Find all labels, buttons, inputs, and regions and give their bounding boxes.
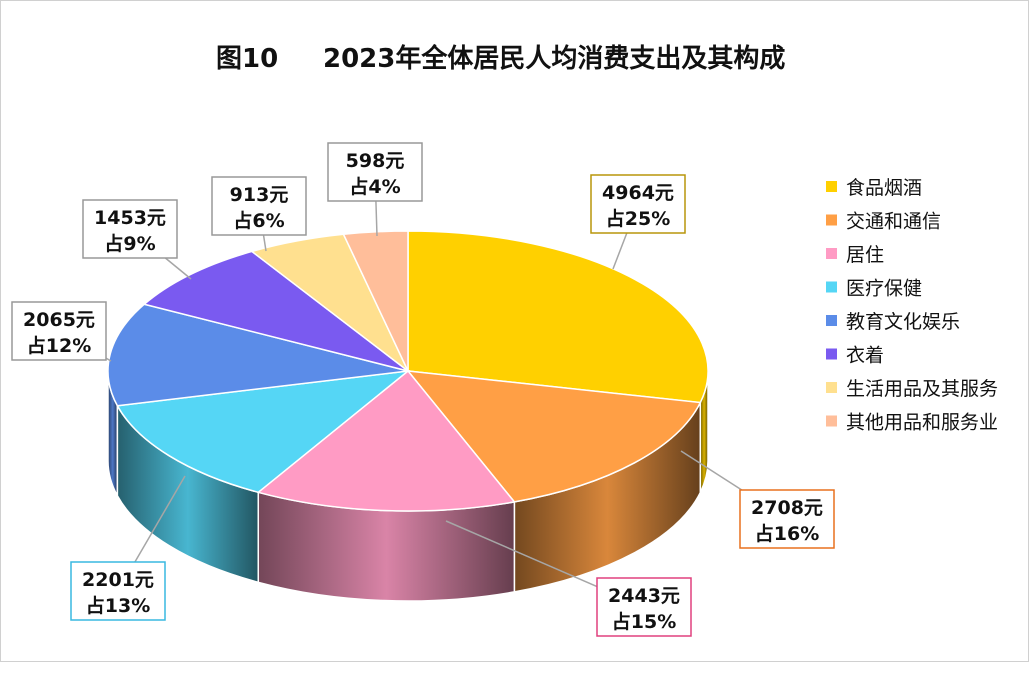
legend-label-3: 医疗保健: [846, 278, 922, 300]
data-label-box-7: [327, 142, 423, 202]
chart-title-prefix: 图10: [216, 44, 278, 74]
data-label-value-4: 2065元: [23, 309, 95, 331]
data-label-box-5: [82, 199, 178, 259]
data-label-percent-1: 占16%: [755, 522, 819, 545]
data-label-percent-5: 占9%: [104, 232, 155, 255]
data-label-value-0: 4964元: [602, 182, 674, 204]
pie-slice-3: [116, 369, 411, 494]
data-label-value-2: 2443元: [608, 585, 680, 607]
data-label-value-6: 913元: [230, 184, 289, 206]
data-label-box-2: [596, 577, 692, 637]
pie-slice-0: [407, 230, 709, 404]
legend-label-6: 生活用品及其服务: [846, 378, 998, 400]
data-label-percent-4: 占12%: [27, 334, 91, 357]
pie-chart: 图10 2023年全体居民人均消费支出及其构成 4964元占25%2708元占1…: [11, 43, 998, 637]
legend-label-5: 衣着: [846, 345, 884, 367]
legend-label-0: 食品烟酒: [846, 177, 922, 199]
data-label-value-7: 598元: [346, 150, 405, 172]
legend-swatch-4: [826, 315, 837, 326]
data-label-percent-2: 占15%: [612, 610, 676, 633]
legend-swatch-0: [826, 181, 837, 192]
pie-slice-2: [256, 369, 516, 512]
pie-slice-1: [406, 370, 702, 503]
data-label-percent-6: 占6%: [233, 209, 284, 232]
data-label-box-1: [739, 489, 835, 549]
legend-label-7: 其他用品和服务业: [846, 412, 998, 434]
leader-line-7: [375, 200, 378, 237]
legend-swatch-5: [826, 348, 837, 360]
legend-swatch-2: [826, 248, 837, 259]
leader-line-3: [134, 475, 186, 563]
pie-slice-4: [107, 303, 409, 407]
legend-label-1: 交通和通信: [846, 211, 941, 233]
legend-swatch-3: [826, 281, 837, 293]
data-label-percent-0: 占25%: [606, 207, 670, 230]
data-label-box-6: [211, 176, 307, 236]
data-label-box-0: [590, 174, 686, 234]
data-label-percent-7: 占4%: [349, 175, 400, 198]
legend-swatch-6: [826, 382, 837, 393]
data-label-value-3: 2201元: [82, 569, 154, 591]
leader-line-0: [612, 232, 628, 270]
data-label-box-4: [11, 301, 107, 361]
data-label-box-3: [70, 561, 166, 621]
legend-label-4: 教育文化娱乐: [846, 311, 960, 333]
leader-line-2: [445, 520, 598, 588]
leader-line-6: [262, 234, 267, 252]
legend-swatch-1: [826, 214, 837, 226]
legend-label-2: 居住: [846, 244, 884, 266]
leader-line-4: [105, 357, 112, 362]
pie-slice-5: [142, 250, 409, 372]
leader-line-1: [680, 450, 743, 491]
data-label-value-5: 1453元: [94, 207, 166, 229]
chart-title: 2023年全体居民人均消费支出及其构成: [323, 43, 785, 74]
pie-slice-7: [342, 230, 409, 372]
data-label-percent-3: 占13%: [86, 594, 150, 617]
legend-swatch-7: [826, 415, 837, 427]
leader-line-5: [164, 257, 192, 280]
data-label-value-1: 2708元: [751, 497, 823, 519]
